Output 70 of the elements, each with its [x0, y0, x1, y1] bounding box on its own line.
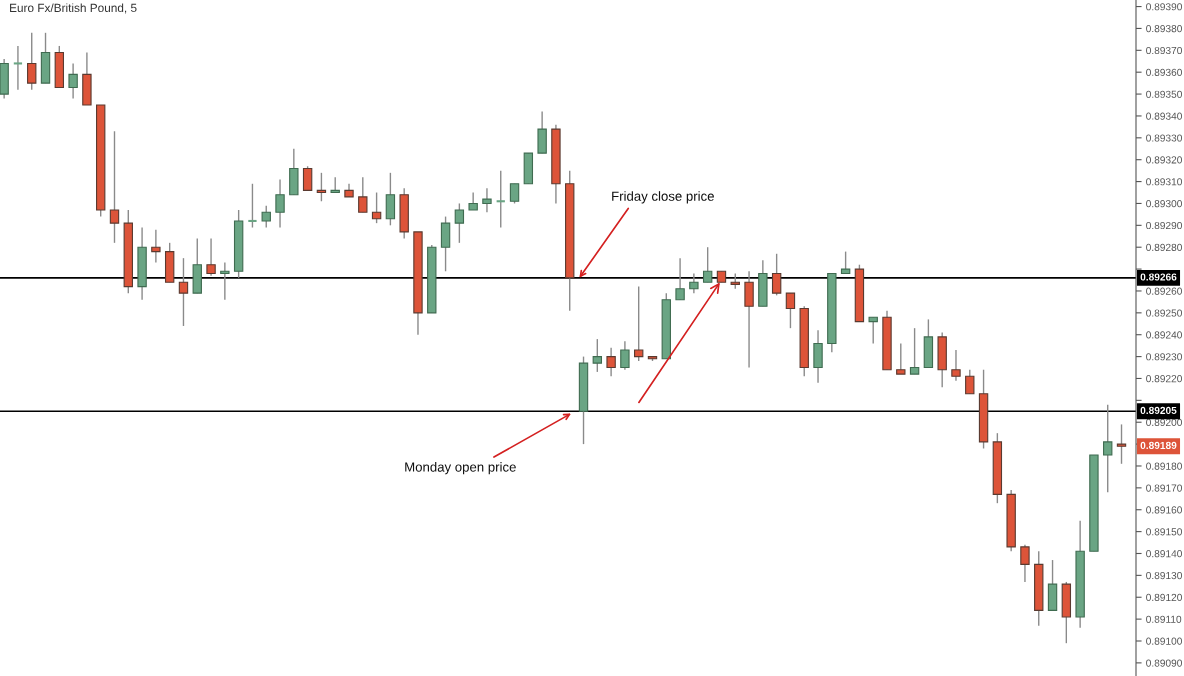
annotation: 0.89189 — [1140, 441, 1177, 450]
candlestick — [454, 202, 465, 244]
y-tick-label: 0.89170 — [1146, 484, 1182, 492]
chart-title: Euro Fx/British Pound, 5 — [10, 3, 137, 14]
candlestick — [220, 261, 230, 301]
candlestick — [178, 257, 189, 327]
candlestick — [620, 340, 630, 371]
candlestick — [592, 338, 603, 373]
y-tick-label: 0.89160 — [1146, 506, 1182, 514]
y-tick-label: 0.89100 — [1146, 637, 1182, 645]
y-tick-label: 0.89360 — [1146, 68, 1182, 76]
annotation: Friday close price — [612, 191, 714, 204]
candlestick — [1020, 544, 1030, 583]
y-tick-label: 0.89180 — [1146, 462, 1182, 470]
y-tick-label: 0.89220 — [1146, 375, 1182, 383]
candlestick — [12, 45, 24, 91]
y-tick-label: 0.89130 — [1146, 571, 1182, 580]
candlestick — [689, 272, 699, 294]
y-tick-label: 0.89390 — [1146, 3, 1182, 11]
candlestick — [275, 178, 285, 229]
y-tick-label: 0.89350 — [1146, 90, 1182, 98]
candlestick — [151, 229, 161, 264]
candlestick — [606, 347, 616, 377]
y-tick-label: 0.89310 — [1146, 178, 1182, 186]
y-tick-label: 0.89140 — [1146, 550, 1182, 558]
candlestick — [509, 183, 520, 205]
y-tick-label: 0.89280 — [1146, 243, 1182, 251]
candlestick — [482, 187, 492, 213]
candlestick — [27, 32, 37, 91]
candlestick — [1116, 423, 1127, 465]
candlestick — [951, 349, 961, 382]
y-tick-label: 0.89240 — [1146, 331, 1182, 339]
y-tick-label: 0.89110 — [1146, 615, 1182, 623]
candlestick — [896, 342, 906, 375]
y-tick-label: 0.89250 — [1146, 309, 1182, 317]
y-tick-label: 0.89290 — [1146, 221, 1182, 230]
y-tick-label: 0.89300 — [1146, 200, 1182, 208]
candlestick — [261, 204, 271, 229]
y-tick-label: 0.89090 — [1146, 659, 1182, 667]
candlestick — [206, 237, 216, 277]
candlestick — [840, 250, 851, 275]
candlestick — [358, 176, 368, 213]
y-tick-label: 0.89200 — [1146, 418, 1182, 426]
candlestick — [785, 292, 796, 329]
annotation: Monday open price — [405, 462, 516, 475]
candlestick — [316, 172, 327, 202]
ref-line-label: 0.89205 — [1140, 406, 1177, 415]
candlestick — [965, 369, 975, 395]
y-tick-label: 0.89330 — [1146, 134, 1182, 142]
y-tick-label: 0.89370 — [1146, 46, 1182, 55]
candlestick — [302, 165, 313, 192]
y-tick-label: 0.89320 — [1146, 156, 1182, 164]
candlestick — [909, 327, 920, 375]
candlestick — [868, 316, 878, 345]
y-tick-label: 0.89340 — [1146, 112, 1182, 120]
y-tick-label: 0.89120 — [1146, 593, 1182, 602]
ref-line-label: 0.89266 — [1140, 273, 1177, 281]
y-tick-label: 0.89380 — [1146, 25, 1182, 33]
candlestick — [247, 183, 258, 229]
candlestick — [68, 62, 78, 100]
candlestick — [1103, 404, 1113, 493]
candlestick — [702, 246, 713, 283]
y-tick-label: 0.89150 — [1146, 528, 1182, 536]
candlestick — [495, 169, 506, 229]
candlestick — [634, 285, 644, 362]
candlestick — [675, 257, 685, 301]
y-tick-label: 0.89260 — [1146, 287, 1182, 295]
candlestick — [109, 130, 120, 244]
y-tick-label: 0.89230 — [1146, 353, 1182, 361]
candlestick — [771, 253, 782, 297]
